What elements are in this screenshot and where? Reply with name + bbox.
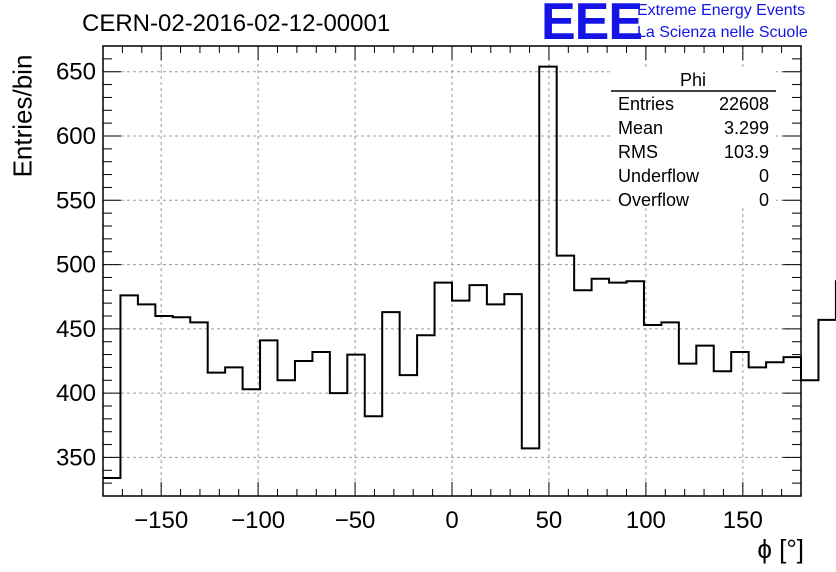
stats-row-value: 0 xyxy=(759,166,769,186)
histogram-bin xyxy=(208,373,225,496)
histogram-bin xyxy=(487,304,504,496)
logo-subtitle-line1: Extreme Energy Events xyxy=(637,2,806,19)
y-tick-label: 500 xyxy=(56,252,96,279)
histogram-bin xyxy=(627,281,644,496)
histogram-bin xyxy=(278,380,295,496)
axis-tick-labels: −150 −100 −50 0 50 100 150 350 400 450 500 550 600 65… xyxy=(56,59,763,534)
histogram-bin xyxy=(173,317,190,496)
logo-subtitle-line2: La Scienza nelle Scuole xyxy=(637,24,808,41)
histogram-bin xyxy=(347,355,364,496)
histogram-bin xyxy=(138,304,155,496)
y-tick-label: 550 xyxy=(56,187,96,214)
histogram-bin xyxy=(400,375,417,496)
x-tick-label: 150 xyxy=(723,507,763,534)
histogram-bin xyxy=(435,283,452,496)
histogram-bin xyxy=(295,361,312,496)
histogram-bin xyxy=(469,285,486,496)
histogram-bin xyxy=(190,322,207,496)
chart-title: CERN-02-2016-02-12-00001 xyxy=(82,10,391,37)
histogram-bin xyxy=(260,340,277,496)
x-tick-label: 100 xyxy=(626,507,666,534)
histogram-outline xyxy=(103,65,836,479)
histogram-bars xyxy=(103,65,836,496)
histogram-bin xyxy=(417,335,434,496)
histogram-bin xyxy=(365,416,382,496)
stats-row-value: 22608 xyxy=(719,94,769,114)
histogram-bin xyxy=(749,367,766,496)
histogram-bin xyxy=(103,478,120,496)
histogram-bin xyxy=(522,448,539,496)
stats-box: Phi Entries 22608 Mean 3.299 RMS 103.9 Underflo… xyxy=(611,70,776,210)
histogram-bin xyxy=(784,357,801,496)
histogram-bin xyxy=(243,389,260,496)
histogram-bin xyxy=(155,316,172,496)
histogram-bin xyxy=(539,67,556,496)
histogram-bin xyxy=(801,380,818,496)
histogram-bin xyxy=(661,322,678,496)
histogram-bin xyxy=(225,367,242,496)
eee-logo: EEE xyxy=(541,0,643,51)
histogram-bin xyxy=(504,294,521,496)
x-tick-label: −100 xyxy=(231,507,285,534)
stats-box-title: Phi xyxy=(680,70,706,90)
y-tick-label: 450 xyxy=(56,316,96,343)
stats-row-label: Entries xyxy=(618,94,674,114)
histogram-bin xyxy=(818,320,835,496)
y-tick-label: 600 xyxy=(56,123,96,150)
histogram-bin xyxy=(330,393,347,496)
histogram-bin xyxy=(120,295,137,496)
histogram-bin xyxy=(696,346,713,496)
histogram-bin xyxy=(382,312,399,496)
histogram-bin xyxy=(609,283,626,496)
histogram-bin xyxy=(766,362,783,496)
histogram-bin xyxy=(592,279,609,496)
x-axis-title: ϕ [°] xyxy=(757,534,804,564)
histogram-bin xyxy=(714,371,731,496)
y-tick-label: 650 xyxy=(56,59,96,86)
axis-ticks xyxy=(103,45,801,496)
histogram-bin xyxy=(644,325,661,496)
stats-row-value: 0 xyxy=(759,190,769,210)
stats-box-background xyxy=(611,70,776,207)
y-tick-label: 400 xyxy=(56,380,96,407)
histogram-bin xyxy=(679,364,696,496)
histogram-bin xyxy=(557,256,574,496)
stats-row-label: RMS xyxy=(618,142,658,162)
y-tick-label: 350 xyxy=(56,444,96,471)
histogram-bin xyxy=(312,352,329,496)
stats-row-label: Underflow xyxy=(618,166,700,186)
x-tick-label: 0 xyxy=(445,507,458,534)
x-tick-label: 50 xyxy=(536,507,563,534)
histogram-bin xyxy=(574,290,591,496)
stats-row-value: 3.299 xyxy=(724,118,769,138)
histogram-bin xyxy=(452,301,469,496)
stats-row-label: Mean xyxy=(618,118,663,138)
stats-row-label: Overflow xyxy=(618,190,690,210)
x-tick-label: −150 xyxy=(134,507,188,534)
x-tick-label: −50 xyxy=(335,507,376,534)
stats-row-value: 103.9 xyxy=(724,142,769,162)
histogram-bin xyxy=(731,352,748,496)
